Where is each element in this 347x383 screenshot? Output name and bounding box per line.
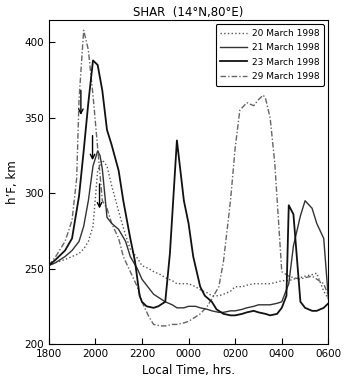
Legend: 20 March 1998, 21 March 1998, 23 March 1998, 29 March 1998: 20 March 1998, 21 March 1998, 23 March 1… (215, 24, 324, 85)
Title: SHAR  (14°N,80°E): SHAR (14°N,80°E) (133, 6, 244, 18)
Y-axis label: h’F, km: h’F, km (6, 160, 18, 204)
X-axis label: Local Time, hrs.: Local Time, hrs. (142, 365, 235, 377)
